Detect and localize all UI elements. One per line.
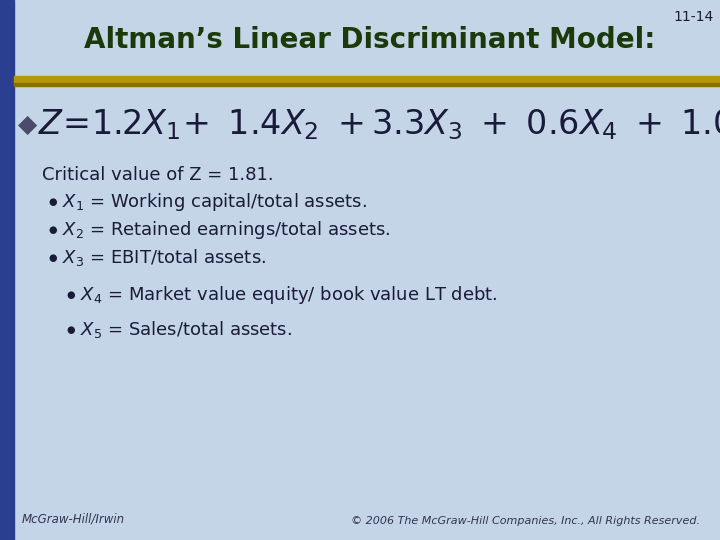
Text: $Z\!=\!1.2X_1\!+\ 1.4X_2\ +3.3X_3\ +\ 0.6X_4\ +\ 1.0X_5$: $Z\!=\!1.2X_1\!+\ 1.4X_2\ +3.3X_3\ +\ 0.… <box>38 107 720 143</box>
Text: ●: ● <box>66 290 74 300</box>
Text: Altman’s Linear Discriminant Model:: Altman’s Linear Discriminant Model: <box>84 26 656 54</box>
Bar <box>14 0 720 80</box>
Text: $X_{3}$ = EBIT/total assets.: $X_{3}$ = EBIT/total assets. <box>62 247 266 268</box>
Text: $X_{2}$ = Retained earnings/total assets.: $X_{2}$ = Retained earnings/total assets… <box>62 219 390 241</box>
Text: ●: ● <box>66 325 74 335</box>
Text: $X_{5}$ = Sales/total assets.: $X_{5}$ = Sales/total assets. <box>80 320 292 341</box>
Text: $X_{4}$ = Market value equity/ book value LT debt.: $X_{4}$ = Market value equity/ book valu… <box>80 284 498 306</box>
Text: McGraw-Hill/Irwin: McGraw-Hill/Irwin <box>22 513 125 526</box>
Text: ●: ● <box>48 225 56 235</box>
Text: ●: ● <box>48 197 56 207</box>
Text: $X_{1}$ = Working capital/total assets.: $X_{1}$ = Working capital/total assets. <box>62 191 366 213</box>
Text: 11-14: 11-14 <box>674 10 714 24</box>
Text: ●: ● <box>48 253 56 263</box>
Bar <box>14 76 720 83</box>
Text: Critical value of Z = 1.81.: Critical value of Z = 1.81. <box>42 166 274 184</box>
Bar <box>0 0 14 540</box>
Text: © 2006 The McGraw-Hill Companies, Inc., All Rights Reserved.: © 2006 The McGraw-Hill Companies, Inc., … <box>351 516 700 526</box>
Bar <box>14 83 720 86</box>
Text: ◆: ◆ <box>18 113 37 137</box>
